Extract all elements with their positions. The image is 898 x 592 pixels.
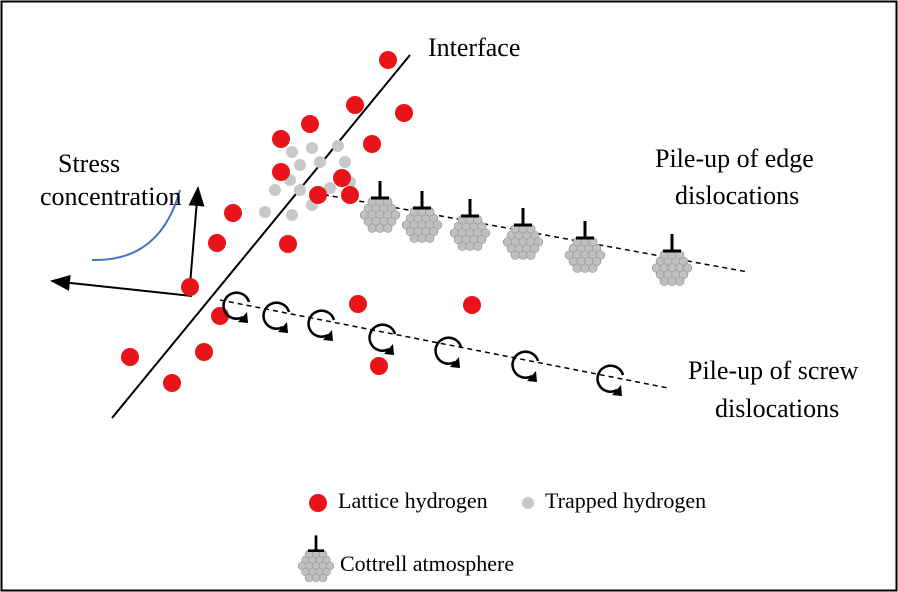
trapped-hydrogen bbox=[294, 159, 306, 171]
atmosphere-atom bbox=[518, 250, 528, 260]
atmosphere-atom bbox=[473, 241, 483, 251]
stress-arrow-left bbox=[50, 274, 193, 297]
edge-dislocation bbox=[307, 535, 325, 553]
lattice-hydrogen bbox=[211, 307, 229, 325]
trapped-hydrogen bbox=[314, 156, 326, 168]
trapped-hydrogen bbox=[306, 142, 318, 154]
atmosphere-atom bbox=[526, 250, 536, 260]
screw-arrowhead bbox=[527, 371, 537, 382]
legend-label: Cottrell atmosphere bbox=[340, 551, 514, 576]
atmosphere-atom bbox=[588, 263, 598, 273]
atmosphere-atom bbox=[383, 223, 393, 233]
interface-line bbox=[111, 54, 411, 419]
trapped-hydrogen bbox=[294, 184, 306, 196]
lattice-hydrogen bbox=[379, 51, 397, 69]
screw-arrowhead bbox=[612, 385, 622, 396]
atmosphere-atom bbox=[667, 276, 677, 286]
screw-arrowhead bbox=[278, 322, 288, 333]
lattice-hydrogen bbox=[272, 163, 290, 181]
atmosphere-atom bbox=[580, 263, 590, 273]
stress-arrow-up bbox=[188, 186, 205, 286]
trapped-hydrogen bbox=[286, 146, 298, 158]
atmosphere-atom bbox=[465, 241, 475, 251]
lattice-hydrogen bbox=[272, 130, 290, 148]
trapped-hydrogen bbox=[332, 140, 344, 152]
lattice-hydrogen bbox=[224, 204, 242, 222]
screw-dislocation bbox=[222, 291, 251, 320]
interface-label: Interface bbox=[428, 33, 520, 62]
screw-dislocation bbox=[307, 309, 336, 338]
atmosphere-atom bbox=[318, 573, 328, 583]
atmosphere-atom bbox=[659, 276, 669, 286]
lattice-hydrogen bbox=[463, 296, 481, 314]
screw-slip-line bbox=[219, 299, 669, 389]
trapped-hydrogen bbox=[324, 182, 336, 194]
screw-arrowhead bbox=[450, 357, 460, 368]
lattice-hydrogen bbox=[121, 348, 139, 366]
lattice-hydrogen bbox=[341, 186, 359, 204]
lattice-hydrogen bbox=[181, 278, 199, 296]
atmosphere-atom bbox=[425, 233, 435, 243]
trapped-hydrogen bbox=[286, 209, 298, 221]
atmosphere-atom bbox=[417, 233, 427, 243]
screw-dislocation bbox=[511, 350, 540, 379]
lattice-hydrogen bbox=[195, 343, 213, 361]
atmosphere-atom bbox=[304, 573, 314, 583]
stress-label: concentration bbox=[40, 182, 182, 211]
screw-dislocation bbox=[262, 301, 291, 330]
atmosphere-atom bbox=[510, 250, 520, 260]
lattice-hydrogen bbox=[309, 494, 327, 512]
edge-dislocation bbox=[514, 208, 532, 227]
lattice-hydrogen bbox=[363, 135, 381, 153]
trapped-hydrogen bbox=[269, 184, 281, 196]
edge-label: Pile-up of edge bbox=[655, 144, 814, 173]
screw-arrowhead bbox=[384, 344, 394, 355]
atmosphere-atom bbox=[572, 263, 582, 273]
lattice-hydrogen bbox=[346, 96, 364, 114]
lattice-hydrogen bbox=[333, 169, 351, 187]
lattice-hydrogen bbox=[279, 235, 297, 253]
edge-dislocation bbox=[461, 199, 479, 218]
lattice-hydrogen bbox=[301, 115, 319, 133]
atmosphere-atom bbox=[311, 573, 321, 583]
screw-arrowhead bbox=[323, 330, 333, 341]
screw-label: dislocations bbox=[715, 394, 839, 423]
atmosphere-atom bbox=[367, 223, 377, 233]
lattice-hydrogen bbox=[395, 104, 413, 122]
lattice-hydrogen bbox=[309, 186, 327, 204]
screw-dislocation bbox=[368, 323, 397, 352]
atmosphere-atom bbox=[375, 223, 385, 233]
trapped-hydrogen bbox=[522, 497, 534, 509]
screw-dislocation bbox=[434, 336, 463, 365]
legend-label: Lattice hydrogen bbox=[338, 488, 488, 513]
edge-label: dislocations bbox=[675, 181, 799, 210]
stress-curve bbox=[91, 189, 181, 262]
lattice-hydrogen bbox=[163, 374, 181, 392]
screw-dislocation bbox=[596, 364, 625, 393]
trapped-hydrogen bbox=[259, 206, 271, 218]
lattice-hydrogen bbox=[208, 234, 226, 252]
atmosphere-atom bbox=[675, 276, 685, 286]
lattice-hydrogen bbox=[370, 357, 388, 375]
atmosphere-atom bbox=[409, 233, 419, 243]
legend-label: Trapped hydrogen bbox=[545, 488, 706, 513]
edge-dislocation bbox=[371, 181, 389, 200]
lattice-hydrogen bbox=[349, 295, 367, 313]
trapped-hydrogen bbox=[339, 156, 351, 168]
stress-label: Stress bbox=[58, 149, 120, 178]
edge-dislocation bbox=[663, 234, 681, 253]
atmosphere-atom bbox=[457, 241, 467, 251]
screw-arrowhead bbox=[238, 312, 248, 323]
screw-label: Pile-up of screw bbox=[688, 356, 859, 385]
edge-dislocation bbox=[576, 221, 594, 240]
edge-dislocation bbox=[413, 191, 431, 210]
